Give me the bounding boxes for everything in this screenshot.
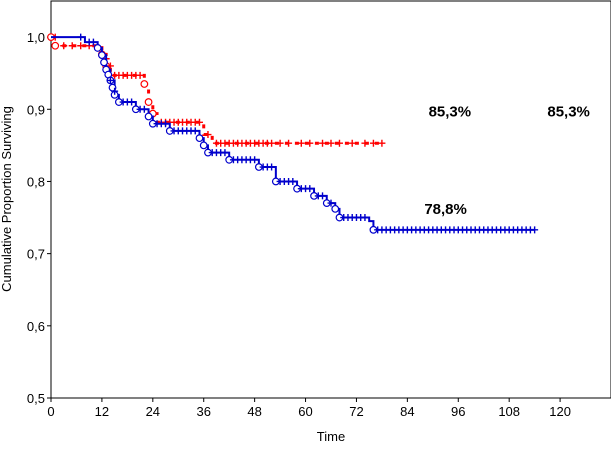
censor-marker xyxy=(289,177,297,185)
censor-marker xyxy=(191,127,199,135)
event-marker xyxy=(51,41,60,50)
y-tick-label: 0,5 xyxy=(27,391,45,406)
y-tick-label: 0,7 xyxy=(27,247,45,262)
y-tick-label: 1,0 xyxy=(27,30,45,45)
censor-marker xyxy=(361,214,369,222)
censor-marker xyxy=(306,185,314,193)
annotation-label: 85,3% xyxy=(429,103,472,120)
censor-marker xyxy=(327,139,335,147)
censor-marker xyxy=(319,139,327,147)
censor-marker xyxy=(195,118,203,126)
annotation-label: 78,8% xyxy=(424,201,467,218)
x-tick-label: 72 xyxy=(349,404,363,419)
censor-marker xyxy=(369,139,377,147)
x-tick-label: 108 xyxy=(498,404,520,419)
censor-marker xyxy=(77,33,85,41)
censor-marker xyxy=(327,199,335,207)
event-marker xyxy=(93,44,102,52)
censor-marker xyxy=(531,226,539,234)
x-tick-label: 120 xyxy=(549,404,571,419)
censor-marker xyxy=(77,42,85,50)
x-axis: 0 12 24 36 48 60 72 84 96 108 120 xyxy=(47,398,571,419)
censor-marker xyxy=(378,139,386,147)
censor-marker xyxy=(106,76,114,84)
censor-marker xyxy=(68,42,76,50)
x-tick-label: 84 xyxy=(400,404,414,419)
y-axis: 0,5 0,6 0,7 0,8 0,9 1,0 xyxy=(27,30,51,406)
series-layer xyxy=(47,33,539,234)
censor-marker xyxy=(128,98,136,106)
censor-marker xyxy=(285,139,293,147)
event-marker xyxy=(331,204,340,213)
event-marker xyxy=(144,112,153,121)
x-tick-label: 24 xyxy=(146,404,160,419)
x-tick-label: 48 xyxy=(247,404,261,419)
censor-marker xyxy=(221,149,229,157)
event-marker xyxy=(195,134,204,143)
event-marker xyxy=(199,141,208,150)
censor-marker xyxy=(60,42,68,50)
censor-marker xyxy=(136,71,144,79)
y-tick-label: 0,9 xyxy=(27,102,45,117)
plot-frame xyxy=(50,0,611,399)
censor-marker xyxy=(319,192,327,200)
censor-marker xyxy=(276,139,284,147)
x-tick-label: 60 xyxy=(298,404,312,419)
censor-marker xyxy=(89,38,97,46)
censor-marker xyxy=(251,156,259,164)
censor-marker xyxy=(268,139,276,147)
series-group xyxy=(51,33,539,234)
y-tick-label: 0,6 xyxy=(27,319,45,334)
event-marker xyxy=(100,58,108,67)
censor-marker xyxy=(268,163,276,171)
censor-marker xyxy=(361,139,369,147)
censor-marker xyxy=(297,139,305,147)
x-axis-title: Time xyxy=(317,429,345,444)
y-axis-title: Cumulative Proportion Surviving xyxy=(0,106,14,292)
censor-marker xyxy=(335,139,343,147)
censor-marker xyxy=(111,87,119,95)
annotation-layer: 85,3% 85,3% 78,8% xyxy=(424,103,590,217)
censor-marker xyxy=(140,105,148,113)
censor-marker xyxy=(106,62,114,70)
censor-marker xyxy=(204,131,212,139)
censor-marker xyxy=(348,139,356,147)
censor-marker xyxy=(306,139,314,147)
event-marker xyxy=(98,51,106,60)
x-tick-label: 36 xyxy=(196,404,210,419)
x-tick-label: 0 xyxy=(47,404,54,419)
x-tick-label: 12 xyxy=(95,404,109,419)
censor-marker xyxy=(162,120,170,128)
event-marker xyxy=(140,80,149,88)
annotation-label: 85,3% xyxy=(547,103,590,120)
y-tick-label: 0,8 xyxy=(27,174,45,189)
event-marker xyxy=(144,98,153,106)
x-tick-label: 96 xyxy=(451,404,465,419)
